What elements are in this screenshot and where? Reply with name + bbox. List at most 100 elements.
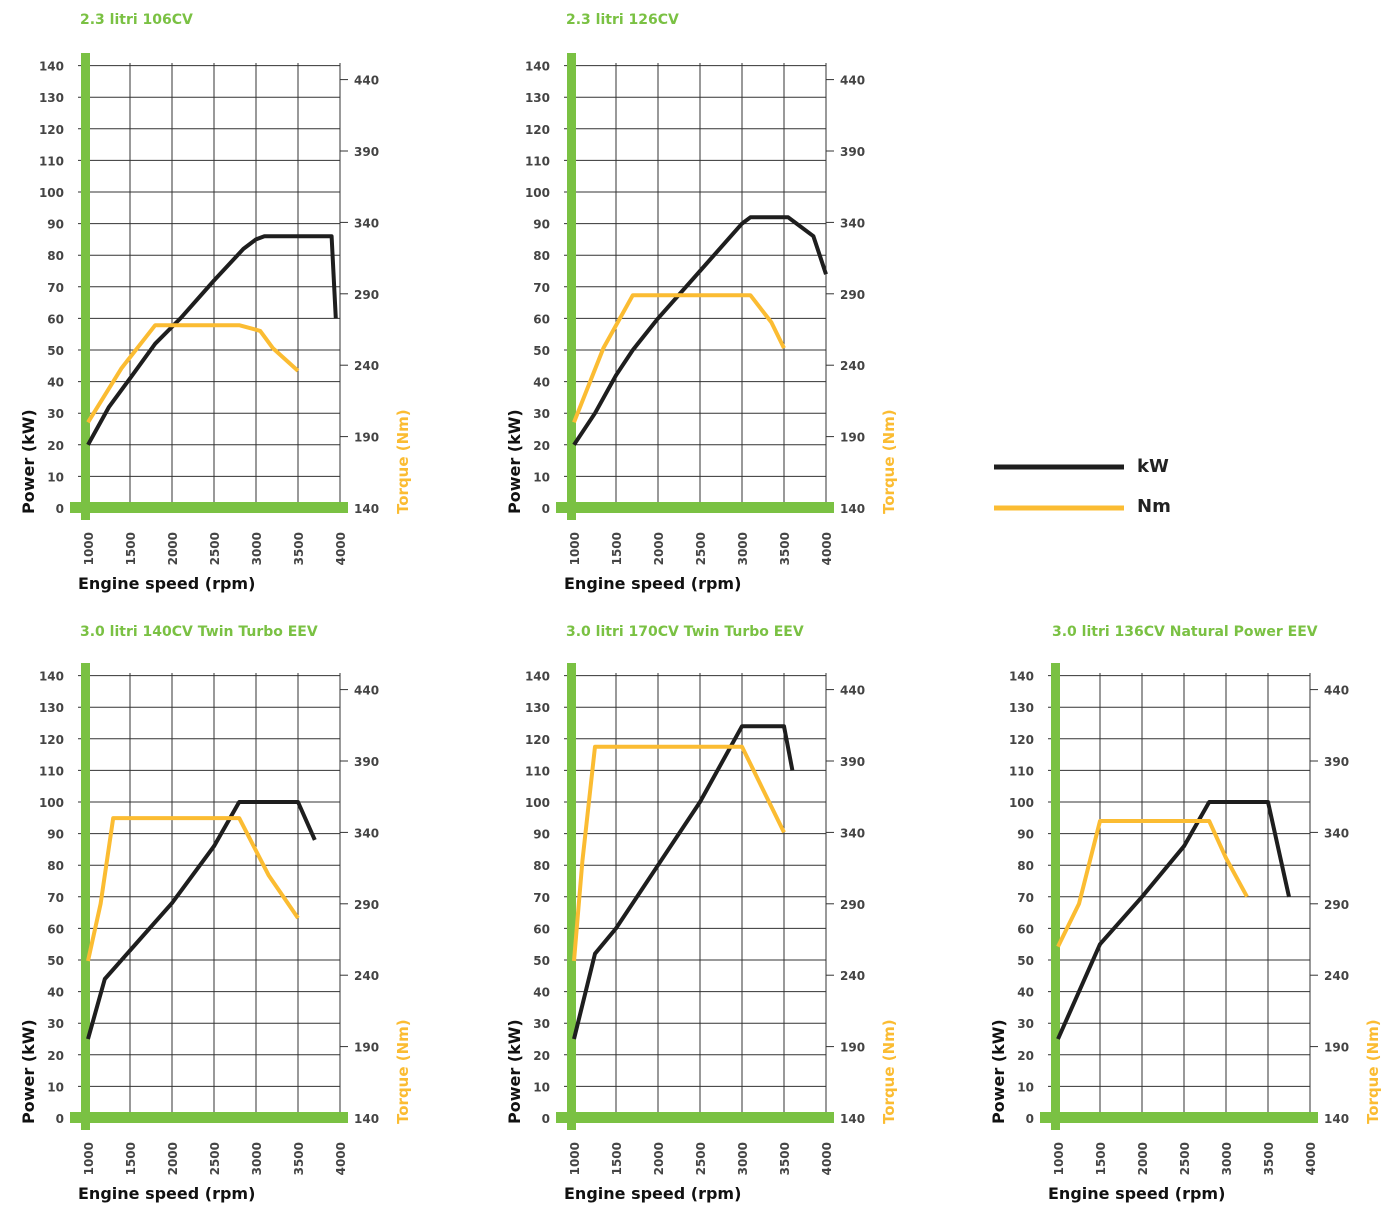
- legend-torque-label: Nm: [1137, 496, 1171, 517]
- left-tick-label: 130: [39, 91, 64, 105]
- x-tick-label: 3000: [736, 1142, 750, 1175]
- left-tick-label: 90: [533, 218, 550, 232]
- x-tick-label: 3000: [736, 532, 750, 565]
- x-tick-label: 4000: [820, 532, 834, 565]
- left-tick-label: 50: [533, 954, 550, 968]
- right-tick-label: 440: [1324, 684, 1349, 698]
- left-tick-label: 30: [533, 1017, 550, 1031]
- right-tick-label: 290: [840, 898, 865, 912]
- y2-axis-label: Torque (Nm): [1364, 1019, 1382, 1124]
- bottom-axis-bar: [556, 1112, 834, 1123]
- right-tick-label: 440: [354, 74, 379, 88]
- x-axis-label: Engine speed (rpm): [1048, 1184, 1225, 1203]
- power-series-line: [572, 724, 795, 1040]
- left-tick-label: 50: [47, 344, 64, 358]
- bottom-axis-bar: [70, 1112, 348, 1123]
- left-tick-label: 30: [1017, 1017, 1034, 1031]
- left-axis-bar: [1051, 663, 1060, 1130]
- right-tick-label: 240: [840, 359, 865, 373]
- right-tick-label: 340: [1324, 826, 1349, 840]
- chart-title: 3.0 litri 136CV Natural Power EEV: [1052, 624, 1318, 640]
- left-tick-label: 20: [47, 1049, 64, 1063]
- right-tick-label: 390: [354, 755, 379, 769]
- right-tick-label: 340: [354, 826, 379, 840]
- chart-panel: 2.3 litri 106CV 140 190 240 290 340 390 440 0 10 2…: [19, 12, 412, 593]
- right-tick-label: 340: [840, 216, 865, 230]
- x-tick-label: 1000: [82, 1142, 96, 1175]
- right-tick-label: 140: [1324, 1112, 1349, 1126]
- left-tick-label: 130: [39, 701, 64, 715]
- left-tick-label: 100: [39, 796, 64, 810]
- x-tick-label: 2500: [1178, 1142, 1192, 1175]
- left-tick-label: 60: [47, 922, 64, 936]
- right-tick-label: 290: [840, 288, 865, 302]
- x-tick-label: 3000: [250, 532, 264, 565]
- x-tick-label: 2500: [208, 532, 222, 565]
- x-tick-label: 4000: [820, 1142, 834, 1175]
- x-tick-label: 2000: [652, 532, 666, 565]
- x-tick-label: 3500: [292, 1142, 306, 1175]
- left-tick-label: 10: [1017, 1080, 1034, 1094]
- right-tick-label: 140: [840, 1112, 865, 1126]
- left-tick-label: 40: [47, 986, 64, 1000]
- left-tick-label: 20: [1017, 1049, 1034, 1063]
- x-axis-label: Engine speed (rpm): [564, 1184, 741, 1203]
- right-tick-label: 290: [354, 288, 379, 302]
- right-tick-label: 190: [354, 1041, 379, 1055]
- torque-series-line: [86, 816, 300, 962]
- x-tick-label: 1500: [1094, 1142, 1108, 1175]
- x-tick-label: 3000: [1220, 1142, 1234, 1175]
- x-tick-label: 4000: [1304, 1142, 1318, 1175]
- left-tick-label: 50: [533, 344, 550, 358]
- left-tick-label: 60: [47, 312, 64, 326]
- left-tick-label: 10: [47, 1080, 64, 1094]
- left-tick-label: 120: [525, 123, 550, 137]
- x-tick-label: 4000: [334, 1142, 348, 1175]
- left-tick-label: 50: [47, 954, 64, 968]
- chart-panel: 3.0 litri 170CV Twin Turbo EEV 140 190 240 2…: [505, 624, 898, 1203]
- left-tick-label: 10: [47, 470, 64, 484]
- left-tick-label: 120: [39, 123, 64, 137]
- y-axis-label: Power (kW): [989, 1019, 1008, 1124]
- left-tick-label: 90: [533, 828, 550, 842]
- x-tick-label: 1000: [82, 532, 96, 565]
- y2-axis-label: Torque (Nm): [880, 1019, 898, 1124]
- x-tick-label: 1500: [610, 1142, 624, 1175]
- left-tick-label: 80: [47, 859, 64, 873]
- left-tick-label: 40: [1017, 986, 1034, 1000]
- power-series-line: [1056, 800, 1291, 1040]
- torque-series-line: [572, 744, 786, 962]
- left-tick-label: 10: [533, 470, 550, 484]
- left-tick-label: 0: [542, 502, 550, 516]
- x-tick-label: 3500: [778, 532, 792, 565]
- left-axis-bar: [81, 663, 90, 1130]
- right-tick-label: 140: [354, 1112, 379, 1126]
- left-tick-label: 10: [533, 1080, 550, 1094]
- right-tick-label: 240: [354, 969, 379, 983]
- bottom-axis-bar: [1040, 1112, 1318, 1123]
- y2-axis-label: Torque (Nm): [394, 1019, 412, 1124]
- left-tick-label: 120: [525, 733, 550, 747]
- bottom-axis-bar: [556, 502, 834, 513]
- right-tick-label: 190: [354, 431, 379, 445]
- right-tick-label: 140: [840, 502, 865, 516]
- y-axis-label: Power (kW): [19, 1019, 38, 1124]
- left-tick-label: 140: [525, 60, 550, 74]
- chart-panel: 3.0 litri 140CV Twin Turbo EEV 140 190 240 2…: [19, 624, 412, 1203]
- left-tick-label: 30: [533, 407, 550, 421]
- left-axis-bar: [81, 53, 90, 520]
- left-tick-label: 140: [39, 60, 64, 74]
- left-tick-label: 20: [533, 1049, 550, 1063]
- chart-title: 3.0 litri 170CV Twin Turbo EEV: [566, 624, 804, 640]
- left-tick-label: 0: [1026, 1112, 1034, 1126]
- left-tick-label: 100: [39, 186, 64, 200]
- x-tick-label: 1000: [1052, 1142, 1066, 1175]
- left-tick-label: 90: [47, 218, 64, 232]
- left-axis-bar: [567, 53, 576, 520]
- power-series-line: [86, 234, 338, 446]
- chart-panel: 3.0 litri 136CV Natural Power EEV 140 190 2…: [989, 624, 1382, 1203]
- chart-title: 3.0 litri 140CV Twin Turbo EEV: [80, 624, 318, 640]
- left-tick-label: 120: [1009, 733, 1034, 747]
- left-tick-label: 110: [525, 154, 550, 168]
- x-tick-label: 2500: [694, 1142, 708, 1175]
